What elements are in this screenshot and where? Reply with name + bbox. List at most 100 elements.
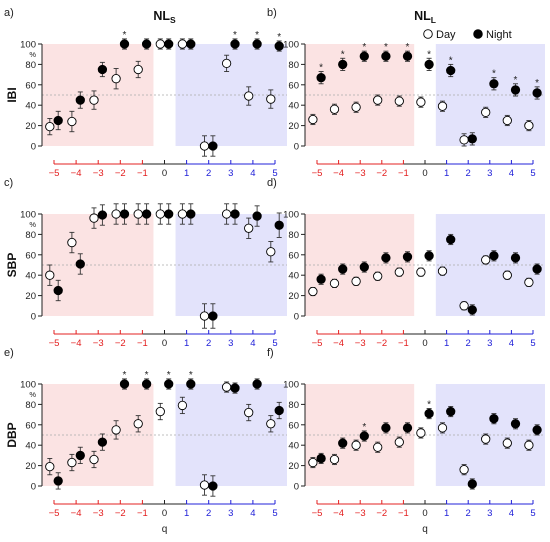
day-point	[351, 276, 361, 286]
y-tick-label: 40	[288, 271, 299, 282]
legend-day-label: Day	[436, 29, 456, 41]
y-tick-label: 100	[283, 40, 299, 51]
night-point	[208, 311, 218, 321]
y-tick-label: 60	[25, 420, 36, 431]
night-point	[252, 211, 262, 221]
day-point	[89, 95, 99, 105]
y-tick-label: 60	[25, 250, 36, 261]
night-point	[510, 253, 521, 263]
day-point	[308, 114, 318, 125]
day-point	[221, 58, 232, 69]
night-point	[381, 253, 391, 263]
day-point	[524, 277, 534, 287]
series-night	[316, 50, 542, 146]
night-point	[186, 39, 196, 49]
x-tick-label: 1	[444, 338, 449, 349]
x-tick-label: 2	[466, 338, 471, 349]
night-point	[489, 251, 499, 261]
day-point	[524, 120, 534, 131]
series-night	[53, 378, 284, 497]
day-point	[351, 102, 361, 112]
day-point	[437, 423, 448, 433]
night-point	[424, 59, 434, 70]
day-point	[459, 301, 469, 311]
y-tick-label: 100	[283, 210, 299, 221]
y-axis-title: IBI	[5, 87, 19, 102]
night-point	[510, 419, 521, 429]
night-point	[424, 408, 434, 419]
x-axis-title: q	[422, 524, 428, 535]
y-axis-title: DBP	[5, 422, 19, 447]
significance-star: *	[277, 32, 281, 43]
day-point	[308, 457, 318, 468]
x-tick-label: 5	[272, 508, 277, 519]
y-unit-label: %	[29, 390, 36, 399]
y-tick-label: 0	[294, 482, 299, 493]
night-point	[489, 79, 499, 89]
chart-panel-c: 0 20 40 60 80 100% −5 −4 −3 −2 −1 0 1 2 3 4 5 c) SBP	[4, 177, 287, 349]
day-point	[111, 74, 121, 84]
day-point	[416, 97, 426, 107]
day-point	[155, 209, 165, 219]
x-tick-label: −4	[333, 508, 344, 519]
day-point	[155, 406, 165, 417]
day-point	[45, 270, 55, 280]
day-point	[351, 440, 361, 450]
x-tick-label: 0	[422, 338, 427, 349]
day-point	[373, 95, 383, 105]
significance-star: *	[167, 370, 171, 381]
night-point	[164, 379, 174, 389]
x-tick-label: 0	[162, 508, 167, 519]
day-point	[394, 96, 404, 106]
y-tick-label: 100	[20, 40, 36, 51]
series-day	[45, 381, 276, 496]
y-tick-label: 20	[288, 291, 299, 302]
panel-title-subscript: L	[431, 15, 436, 25]
night-point	[338, 264, 348, 274]
y-tick-label: 80	[288, 400, 299, 411]
day-point	[308, 286, 318, 297]
panel-title: NLL	[414, 9, 436, 25]
x-tick-label: 1	[184, 508, 189, 519]
night-point	[97, 437, 108, 447]
x-tick-label: −2	[376, 338, 387, 349]
day-point	[133, 209, 143, 219]
x-tick-label: 5	[530, 508, 535, 519]
x-tick-label: −3	[355, 508, 366, 519]
night-point	[186, 379, 196, 389]
significance-star: *	[123, 370, 127, 381]
day-point	[502, 115, 512, 126]
night-point	[164, 39, 174, 49]
y-tick-label: 20	[288, 461, 299, 472]
series-day	[308, 94, 534, 147]
significance-star: *	[362, 422, 366, 433]
x-tick-label: 1	[444, 508, 449, 519]
x-axis-title: q	[162, 524, 168, 535]
x-tick-label: −1	[398, 168, 409, 179]
night-point	[75, 95, 85, 105]
night-point	[75, 259, 85, 269]
x-tick-label: −1	[137, 338, 148, 349]
night-point	[402, 51, 413, 61]
significance-star: *	[145, 370, 149, 381]
night-point	[359, 262, 369, 272]
x-tick-label: 4	[509, 168, 514, 179]
x-tick-label: −2	[376, 168, 387, 179]
legend-night-marker	[473, 29, 483, 39]
y-tick-label: 100	[20, 380, 36, 391]
night-point	[532, 88, 542, 98]
night-point	[75, 450, 85, 461]
night-point	[208, 141, 218, 151]
night-point	[467, 479, 477, 489]
x-tick-label: −1	[398, 508, 409, 519]
y-tick-label: 80	[288, 60, 299, 71]
chart-panel-b: 0 20 40 60 80 100 −5 −4 −3 −2 −1 0 1 2 3 4 5 b) NLL * * * * * * *…	[267, 7, 545, 179]
x-tick-label: −5	[49, 508, 60, 519]
x-tick-label: 2	[466, 168, 471, 179]
x-tick-label: −5	[312, 508, 323, 519]
legend-night-label: Night	[486, 29, 512, 41]
day-point	[67, 457, 77, 468]
y-tick-label: 0	[294, 142, 299, 153]
significance-star: *	[384, 42, 388, 53]
